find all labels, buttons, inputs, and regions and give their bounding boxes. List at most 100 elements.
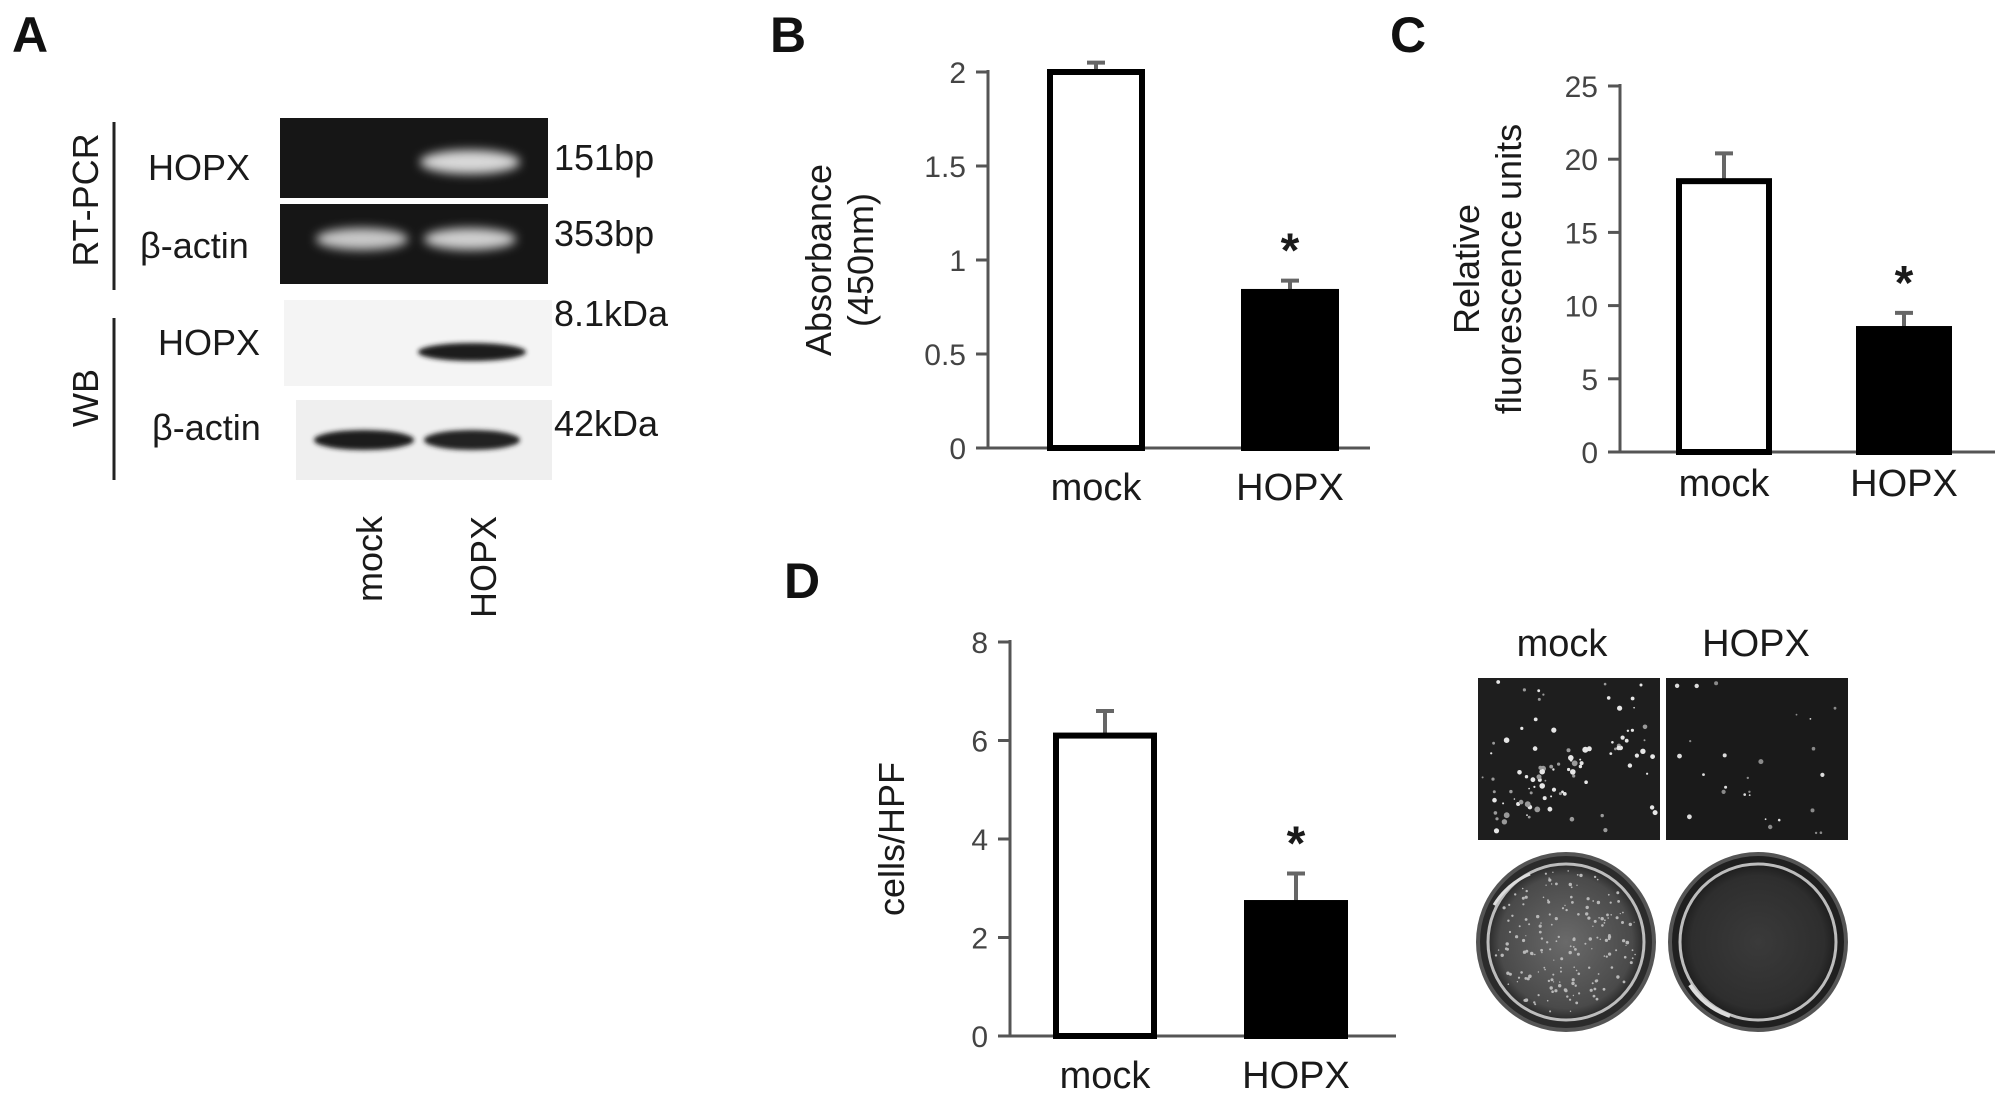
x-category-label: mock xyxy=(1051,467,1143,509)
colony-speck xyxy=(1573,966,1575,968)
cell-dot xyxy=(1492,790,1496,794)
cell-dot xyxy=(1513,798,1516,800)
cell-dot xyxy=(1509,789,1513,794)
cell-dot xyxy=(1520,726,1524,731)
y-tick-label: 0.5 xyxy=(924,339,966,372)
cell-dot xyxy=(1600,813,1604,818)
size-marker: 8.1kDa xyxy=(554,293,669,334)
cell-dot xyxy=(1542,693,1545,696)
colony-speck xyxy=(1584,942,1587,945)
cell-dot xyxy=(1687,814,1692,820)
cell-dot xyxy=(1721,789,1726,795)
cell-dot xyxy=(1537,697,1541,701)
y-tick-label: 25 xyxy=(1565,71,1598,104)
colony-speck xyxy=(1504,947,1508,951)
colony-speck xyxy=(1592,900,1595,902)
colony-speck xyxy=(1517,976,1521,979)
colony-speck xyxy=(1548,913,1551,916)
rtpcr-label: RT-PCR xyxy=(65,133,106,266)
significance-marker: * xyxy=(1895,257,1914,310)
cell-dot xyxy=(1571,760,1578,767)
cell-dot xyxy=(1748,794,1751,796)
significance-marker: * xyxy=(1281,225,1300,278)
colony-speck xyxy=(1570,886,1573,889)
cell-dot xyxy=(1579,758,1582,761)
colony-speck xyxy=(1543,966,1546,969)
y-axis-label: cells/HPF xyxy=(871,762,912,916)
cell-dot xyxy=(1566,748,1571,753)
colony-speck xyxy=(1608,952,1612,956)
colony-speck xyxy=(1617,900,1620,903)
colony-speck xyxy=(1575,969,1578,972)
colony-speck xyxy=(1576,874,1579,876)
cell-dot xyxy=(1492,741,1495,745)
colony-speck xyxy=(1616,891,1620,895)
cell-dot xyxy=(1503,812,1510,819)
cell-dot xyxy=(1547,806,1553,812)
colony-speck xyxy=(1549,986,1553,990)
microscopy-image-mock xyxy=(1478,678,1660,840)
cell-dot xyxy=(1528,787,1530,790)
y-tick-label: 10 xyxy=(1565,291,1598,324)
colony-speck xyxy=(1603,922,1606,924)
y-tick-label: 0 xyxy=(1581,437,1598,470)
cell-dot xyxy=(1549,764,1554,769)
colony-speck xyxy=(1609,901,1612,904)
colony-speck xyxy=(1549,1010,1552,1013)
colony-speck xyxy=(1520,971,1523,974)
cell-dot xyxy=(1481,776,1484,779)
y-tick-label: 0 xyxy=(971,1021,988,1054)
colony-speck xyxy=(1568,882,1573,887)
x-category-label: HOPX xyxy=(1242,1055,1350,1095)
colony-speck xyxy=(1561,907,1565,910)
colony-speck xyxy=(1554,989,1558,993)
colony-speck xyxy=(1526,977,1530,981)
cell-dot xyxy=(1722,753,1727,758)
cell-dot xyxy=(1616,745,1622,751)
colony-speck xyxy=(1579,873,1583,878)
colony-speck xyxy=(1505,942,1509,946)
cell-dot xyxy=(1748,790,1751,793)
image-label: mock xyxy=(1517,623,1609,665)
cell-dot xyxy=(1634,753,1639,758)
cell-dot xyxy=(1630,696,1635,701)
cell-dot xyxy=(1609,752,1613,755)
colony-speck xyxy=(1631,949,1634,952)
colony-speck xyxy=(1565,908,1568,912)
y-axis-label: Absorbance xyxy=(798,164,839,356)
cell-dot xyxy=(1561,790,1564,794)
wb-image-actin xyxy=(296,400,552,480)
cell-dot xyxy=(1606,696,1611,700)
colony-speck xyxy=(1596,900,1601,905)
cell-dot xyxy=(1527,815,1531,819)
cell-dot xyxy=(1544,779,1547,782)
colony-speck xyxy=(1546,999,1549,1002)
microscopy-image-hopx xyxy=(1666,678,1848,840)
colony-speck xyxy=(1625,940,1630,945)
cell-dot xyxy=(1689,740,1692,743)
gel-row-label: HOPX xyxy=(148,147,250,188)
colony-speck xyxy=(1568,950,1572,955)
colony-speck xyxy=(1633,921,1635,923)
colony-speck xyxy=(1576,884,1578,886)
cell-dot xyxy=(1501,819,1508,825)
colony-speck xyxy=(1571,981,1575,986)
colony-speck xyxy=(1548,877,1550,879)
colony-speck xyxy=(1548,878,1552,882)
colony-speck xyxy=(1622,911,1624,914)
cell-dot xyxy=(1626,729,1630,732)
colony-speck xyxy=(1560,957,1564,961)
colony-speck xyxy=(1577,972,1581,976)
colony-speck xyxy=(1592,925,1594,927)
colony-speck xyxy=(1600,917,1604,921)
colony-speck xyxy=(1594,979,1598,983)
y-tick-label: 6 xyxy=(971,726,988,759)
colony-speck xyxy=(1558,984,1562,988)
x-category-label: HOPX xyxy=(1850,463,1958,505)
colony-speck xyxy=(1595,997,1599,1001)
colony-speck xyxy=(1546,941,1549,944)
colony-speck xyxy=(1569,945,1572,948)
cell-dot xyxy=(1567,767,1571,772)
colony-speck xyxy=(1602,987,1606,991)
cell-dot xyxy=(1490,752,1493,755)
